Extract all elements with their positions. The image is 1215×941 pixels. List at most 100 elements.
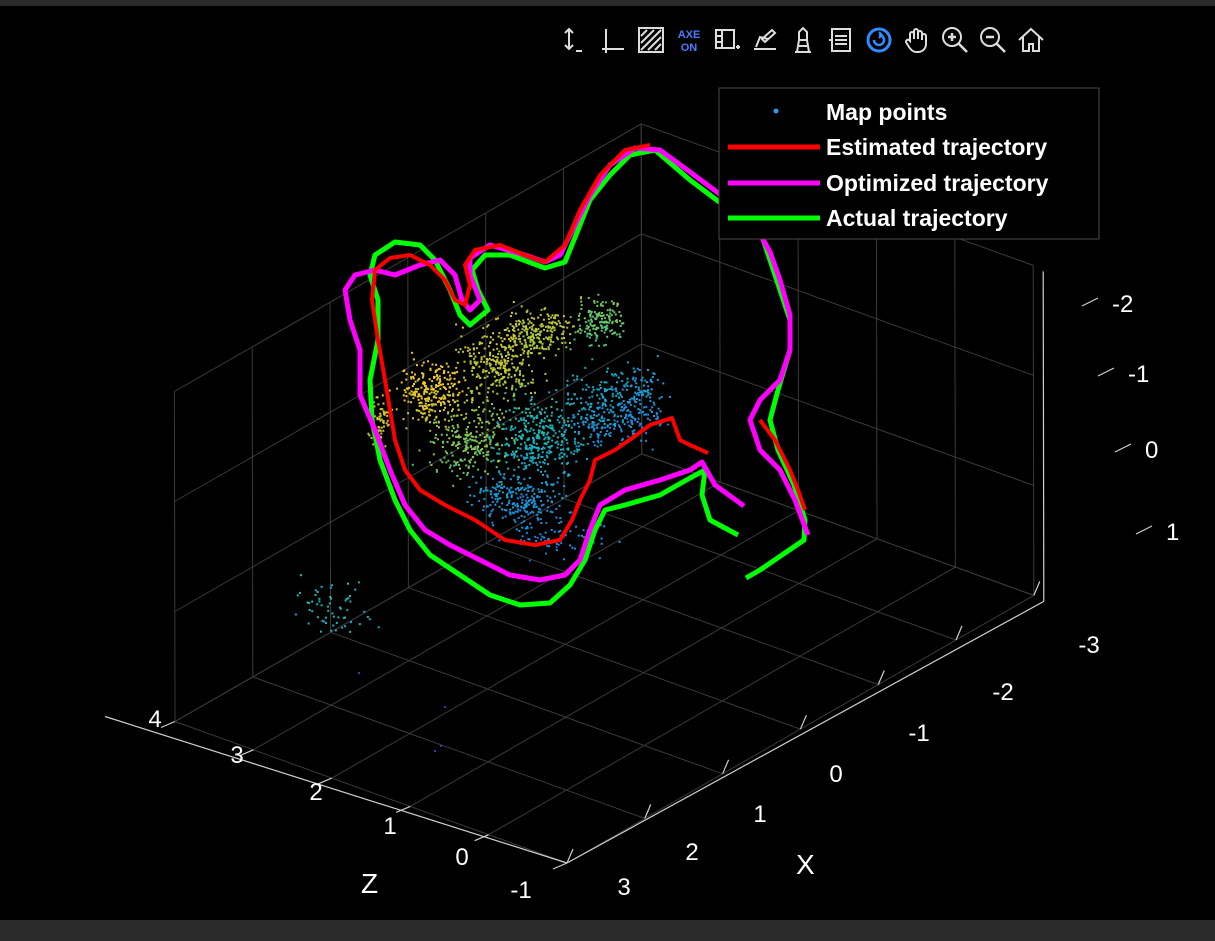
map-point [596, 394, 599, 397]
map-point [466, 446, 469, 449]
map-point [603, 381, 606, 384]
map-point [486, 360, 488, 363]
map-point [555, 322, 558, 325]
home-icon[interactable] [1014, 23, 1048, 57]
map-point [527, 337, 530, 340]
map-point [480, 358, 483, 361]
map-point [505, 454, 508, 457]
map-point [521, 433, 524, 436]
map-point [503, 381, 506, 384]
legend-icon[interactable] [824, 23, 858, 57]
axes-interactions-icon[interactable]: AXE ON [672, 23, 706, 57]
map-point [559, 529, 562, 532]
map-point [500, 353, 503, 356]
map-point [552, 341, 555, 344]
map-point [529, 340, 532, 343]
map-point [629, 403, 632, 406]
z-tick [395, 805, 411, 813]
map-point [468, 486, 471, 488]
map-point [489, 441, 492, 444]
map-point [473, 495, 476, 498]
map-point [335, 621, 338, 624]
map-point [513, 456, 516, 459]
map-point [598, 557, 601, 560]
map-point [550, 336, 553, 339]
map-point [525, 419, 527, 422]
map-point [475, 481, 478, 484]
map-point [615, 394, 618, 397]
map-point [514, 434, 517, 436]
map-point [620, 430, 623, 433]
zoom-out-icon[interactable] [976, 23, 1010, 57]
map-point [532, 337, 535, 340]
map-point [498, 426, 501, 429]
rotate-icon[interactable] [862, 23, 896, 57]
map-point [379, 414, 382, 417]
map-point [647, 389, 649, 392]
grid-line [173, 391, 176, 722]
map-point [473, 348, 475, 351]
map-point [553, 530, 556, 533]
map-point [470, 355, 473, 358]
map-point [531, 415, 534, 418]
map-point [608, 411, 611, 414]
map-point [506, 487, 509, 490]
map-point [651, 376, 654, 378]
brush-icon[interactable] [634, 23, 668, 57]
map-point [557, 543, 560, 546]
map-point [527, 382, 530, 385]
map-point [408, 392, 411, 395]
map-point [619, 319, 621, 322]
map-point [444, 706, 446, 708]
map-point [530, 485, 533, 488]
map-point [461, 326, 464, 329]
map-point [557, 348, 560, 351]
map-point [511, 387, 514, 389]
map-point [325, 622, 327, 624]
map-point [495, 372, 498, 375]
map-point [440, 402, 442, 405]
map-point [511, 388, 513, 391]
legend[interactable]: Map points Estimated trajectory Optimize… [718, 87, 1100, 240]
data-cursor-icon[interactable] [558, 23, 592, 57]
map-point [501, 361, 504, 364]
zoom-in-icon[interactable] [938, 23, 972, 57]
map-point [561, 417, 564, 420]
map-point [543, 438, 546, 441]
map-point [451, 409, 453, 412]
map-point [429, 461, 431, 464]
map-point [577, 445, 580, 448]
map-point [523, 540, 526, 542]
map-point [540, 418, 543, 421]
map-point [611, 320, 614, 323]
map-point [526, 454, 529, 457]
map-point [511, 384, 514, 387]
map-point [469, 390, 472, 393]
axes-icon[interactable] [596, 23, 630, 57]
map-point [549, 510, 552, 513]
map-point [437, 420, 440, 423]
data-tips-icon[interactable] [710, 23, 744, 57]
clear-plot-icon[interactable] [786, 23, 820, 57]
edit-plot-icon[interactable] [748, 23, 782, 57]
map-point [519, 354, 522, 356]
map-point [446, 378, 449, 381]
map-point [614, 423, 617, 425]
map-point [515, 344, 518, 346]
map-point [527, 538, 530, 540]
map-point [308, 602, 311, 604]
map-point [520, 435, 522, 438]
map-point [565, 494, 568, 497]
map-point [380, 426, 383, 429]
map-point [524, 341, 527, 344]
map-point [492, 431, 495, 434]
map-point [589, 416, 592, 419]
map-point [508, 490, 511, 493]
map-point [525, 429, 528, 431]
pan-icon[interactable] [900, 23, 934, 57]
map-point [619, 314, 622, 317]
map-point [635, 401, 638, 403]
map-point [574, 442, 577, 445]
map-point [528, 364, 530, 367]
